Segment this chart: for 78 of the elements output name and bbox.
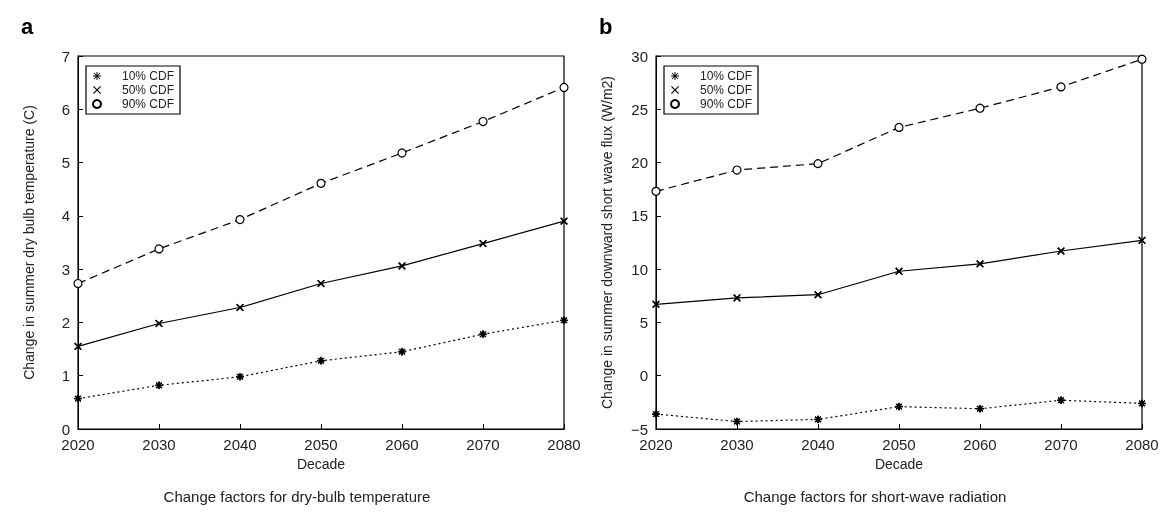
x-axis-title: Decade — [874, 456, 924, 472]
x-tick-label: 2060 — [385, 436, 419, 453]
y-tick-label: 0 — [639, 367, 648, 385]
legend-label: 50% CDF — [122, 83, 175, 97]
point — [1138, 236, 1146, 245]
x-tick-label: 2080 — [1125, 436, 1159, 453]
point — [894, 122, 904, 132]
x-tick-label: 2020 — [61, 436, 95, 453]
x-tick-label: 2060 — [963, 436, 997, 453]
point — [559, 82, 569, 93]
point — [154, 244, 164, 254]
point — [1057, 396, 1065, 405]
point — [1056, 82, 1066, 92]
y-tick-label: 0 — [61, 420, 70, 438]
y-tick-label: 25 — [631, 100, 648, 118]
y-tick-label: 5 — [61, 154, 70, 172]
chart-title: a — [21, 13, 34, 39]
legend-label: 90% CDF — [122, 97, 175, 111]
point — [397, 148, 407, 158]
y-tick-label: 10 — [631, 260, 648, 278]
legend-label: 10% CDF — [122, 69, 175, 83]
y-tick-label: 15 — [631, 207, 648, 225]
point — [975, 103, 985, 113]
point — [317, 279, 325, 288]
y-axis-title: Change in summer dry bulb temperature (C) — [21, 105, 37, 380]
point — [236, 372, 244, 381]
x-tick-label: 2040 — [223, 436, 257, 453]
x-tick-label: 2040 — [801, 436, 835, 453]
point — [479, 330, 487, 339]
y-tick-label: 30 — [631, 47, 648, 65]
text: Change factors for short-wave radiation — [743, 488, 1007, 505]
legend-label: 10% CDF — [700, 69, 753, 83]
y-tick-label: 20 — [631, 154, 648, 172]
y-tick-label: 6 — [61, 100, 70, 118]
y-tick-label: 7 — [61, 47, 70, 65]
point — [733, 293, 741, 302]
point — [733, 417, 741, 426]
point — [478, 116, 488, 127]
legend-label: 90% CDF — [700, 97, 753, 111]
point — [814, 290, 822, 299]
point — [398, 261, 406, 270]
y-axis-title: Change in summer downward short wave flux (W/m2) — [599, 75, 615, 410]
x-tick-label: 2030 — [142, 436, 176, 453]
y-tick-label: 5 — [639, 313, 648, 331]
point — [1137, 54, 1147, 64]
legend-label: 50% CDF — [700, 83, 753, 97]
y-tick-label: −5 — [630, 420, 648, 438]
x-tick-label: 2070 — [466, 436, 500, 453]
point — [652, 300, 660, 309]
point — [73, 278, 83, 289]
point — [732, 165, 742, 175]
x-tick-label: 2070 — [1044, 436, 1078, 453]
x-tick-label: 2080 — [547, 436, 581, 453]
point — [652, 410, 660, 419]
x-tick-label: 2030 — [720, 436, 754, 453]
point — [651, 186, 661, 196]
y-tick-label: 1 — [61, 367, 70, 385]
y-tick-label: 2 — [61, 313, 70, 331]
point — [479, 239, 487, 248]
chart-title: b — [599, 13, 613, 39]
x-tick-label: 2050 — [304, 436, 338, 453]
point — [976, 259, 984, 268]
point — [74, 342, 82, 351]
text: Change factors for dry-bulb temperature — [163, 488, 431, 505]
y-tick-label: 4 — [61, 207, 70, 225]
point — [236, 303, 244, 312]
point — [813, 159, 823, 169]
point — [155, 319, 163, 328]
x-tick-label: 2020 — [639, 436, 673, 453]
point — [895, 267, 903, 276]
point — [1057, 247, 1065, 256]
point — [560, 217, 568, 226]
point — [317, 356, 325, 365]
x-tick-label: 2050 — [882, 436, 916, 453]
y-tick-label: 3 — [61, 260, 70, 278]
x-axis-title: Decade — [296, 456, 346, 472]
point — [316, 178, 326, 188]
point — [235, 214, 245, 225]
